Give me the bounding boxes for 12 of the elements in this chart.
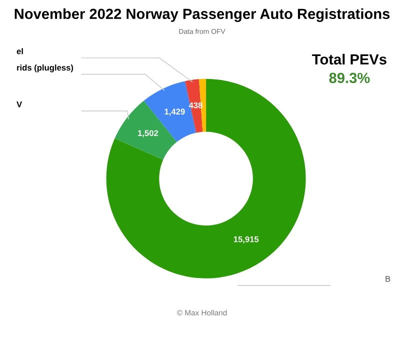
slice-label: V xyxy=(16,102,22,108)
donut-slice xyxy=(185,79,203,133)
text: 89.3% xyxy=(329,72,370,84)
slice-label: el xyxy=(16,48,23,54)
donut-slice xyxy=(106,78,306,278)
chart-title: November 2022 Norway Passenger Auto Registrations xyxy=(14,8,390,22)
text: Total PEVs xyxy=(312,54,386,65)
data-label: 1,502 xyxy=(138,130,158,138)
data-label: 15,915 xyxy=(234,236,259,244)
slice-label: rids (plugless) xyxy=(17,64,74,72)
slice-label: B xyxy=(386,276,390,282)
data-label: 1,429 xyxy=(164,108,185,116)
